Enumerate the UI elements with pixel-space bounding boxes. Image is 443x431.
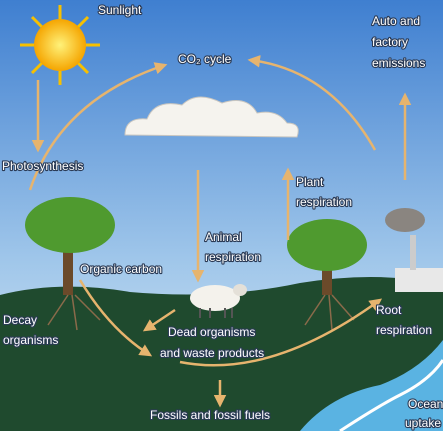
label: Root [376,303,402,317]
label: Dead organisms [168,325,255,339]
label: Ocean [408,397,443,411]
label: CO₂ cycle [178,52,232,66]
label: Organic carbon [80,262,162,276]
label: and waste products [160,346,264,360]
label: emissions [372,56,425,70]
label: Photosynthesis [2,159,83,173]
label: respiration [376,323,432,337]
label: Plant [296,175,324,189]
label: Fossils and fossil fuels [150,408,270,422]
label: Animal [205,230,242,244]
label: organisms [3,333,58,347]
label: respiration [296,195,352,209]
label: uptake [405,416,441,430]
sun [20,5,100,85]
label: factory [372,35,408,49]
label: Decay [3,313,37,327]
label: Sunlight [98,3,142,17]
label: respiration [205,250,261,264]
carbon-cycle-diagram: Sunlight CO₂ cycle Auto and factory emis… [0,0,443,431]
label: Auto and [372,14,420,28]
